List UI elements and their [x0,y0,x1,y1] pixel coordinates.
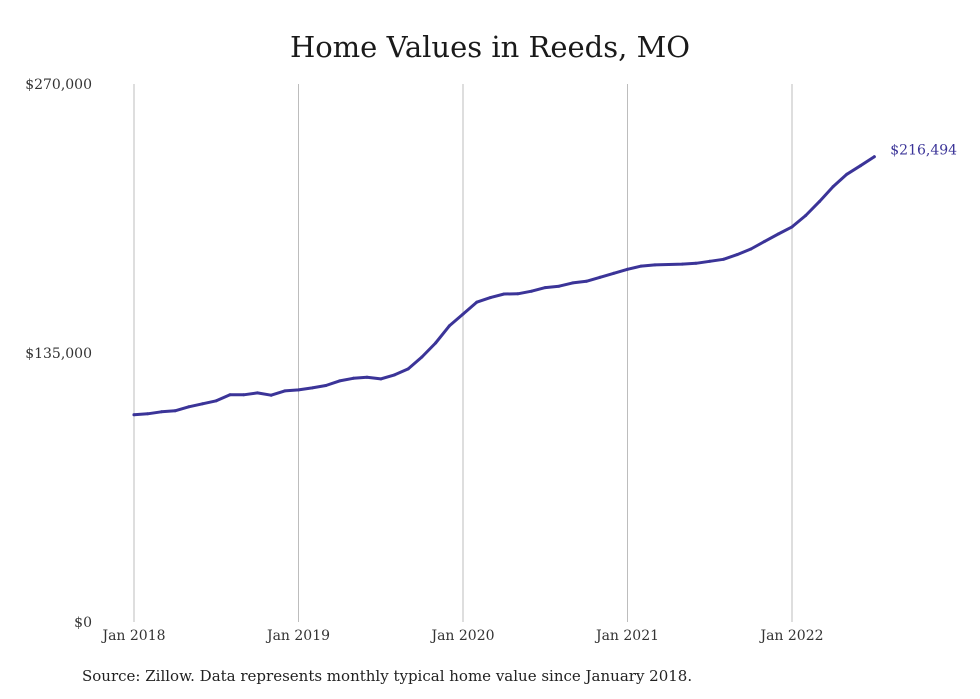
data-point-25 [475,300,479,304]
x-tick-label-1: Jan 2019 [265,628,330,644]
x-axis-ticks: Jan 2018 Jan 2019 Jan 2020 Jan 2021 Jan 2022 [100,628,823,644]
data-point-40 [680,262,684,266]
data-point-6 [214,399,218,403]
data-point-14 [324,384,328,387]
x-tick-label-4: Jan 2022 [758,628,823,644]
data-point-41 [694,261,698,265]
data-point-50 [817,200,821,204]
data-point-27 [502,292,506,296]
data-point-1 [146,412,150,416]
data-point-8 [242,393,246,397]
data-point-52 [845,172,849,176]
x-tick-label-3: Jan 2021 [594,628,659,644]
data-point-44 [735,253,739,257]
data-point-7 [228,393,232,397]
data-point-12 [297,388,300,392]
data-point-49 [804,214,808,217]
data-point-54 [872,155,876,159]
data-point-42 [708,259,712,263]
data-point-5 [201,402,204,406]
y-axis-ticks: $0 $135,000 $270,000 [25,77,92,631]
data-point-37 [639,264,643,268]
data-point-26 [488,296,492,300]
y-tick-label-2: $270,000 [25,77,92,93]
data-point-13 [310,386,314,390]
data-point-11 [283,389,287,393]
data-point-31 [557,284,561,288]
data-point-21 [420,355,424,359]
data-point-51 [831,185,835,189]
y-tick-label-0: $0 [74,615,92,631]
data-point-39 [667,263,671,266]
data-point-4 [187,405,191,409]
data-point-33 [584,279,588,283]
data-point-23 [447,324,451,328]
data-point-53 [859,164,862,168]
series-layer: $216,494 [132,143,957,417]
data-point-29 [530,289,533,293]
data-point-35 [612,271,616,275]
gridlines [133,84,793,622]
data-point-15 [338,379,342,383]
data-point-19 [393,373,396,377]
data-point-47 [776,232,780,236]
data-point-48 [790,225,794,229]
data-point-36 [626,267,629,271]
source-note: Source: Zillow. Data represents monthly … [82,667,693,685]
y-tick-label-1: $135,000 [25,346,92,362]
data-point-28 [516,292,520,296]
data-point-17 [365,375,369,379]
data-point-22 [434,341,438,345]
series-points [132,155,876,417]
data-point-34 [598,275,602,279]
data-point-0 [132,413,136,417]
data-point-24 [461,312,465,316]
data-point-46 [763,239,767,243]
data-point-38 [653,263,657,267]
data-point-18 [379,377,383,381]
data-point-20 [406,367,410,371]
data-point-16 [351,376,355,380]
x-tick-label-2: Jan 2020 [429,628,494,644]
data-point-30 [543,286,547,290]
data-point-10 [269,393,273,397]
chart-title: Home Values in Reeds, MO [289,30,691,64]
data-point-9 [255,391,259,395]
series-line-0 [132,155,876,417]
data-point-2 [159,410,163,414]
data-point-3 [173,409,177,413]
data-point-45 [749,247,753,251]
end-value-label: $216,494 [890,143,957,159]
x-tick-label-0: Jan 2018 [100,628,165,644]
data-point-43 [722,257,725,261]
data-point-32 [571,281,575,285]
